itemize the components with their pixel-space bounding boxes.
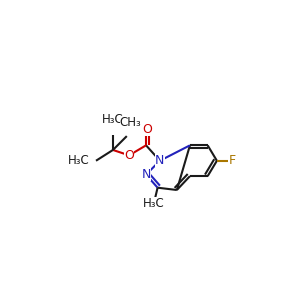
Text: H₃C: H₃C bbox=[68, 154, 89, 167]
Text: O: O bbox=[124, 149, 134, 162]
Text: N: N bbox=[155, 154, 165, 167]
Text: CH₃: CH₃ bbox=[120, 116, 142, 129]
Text: H₃C: H₃C bbox=[102, 113, 124, 126]
Text: F: F bbox=[229, 154, 236, 167]
Text: O: O bbox=[143, 123, 152, 136]
Text: N: N bbox=[141, 168, 151, 181]
Text: H₃C: H₃C bbox=[143, 197, 165, 210]
